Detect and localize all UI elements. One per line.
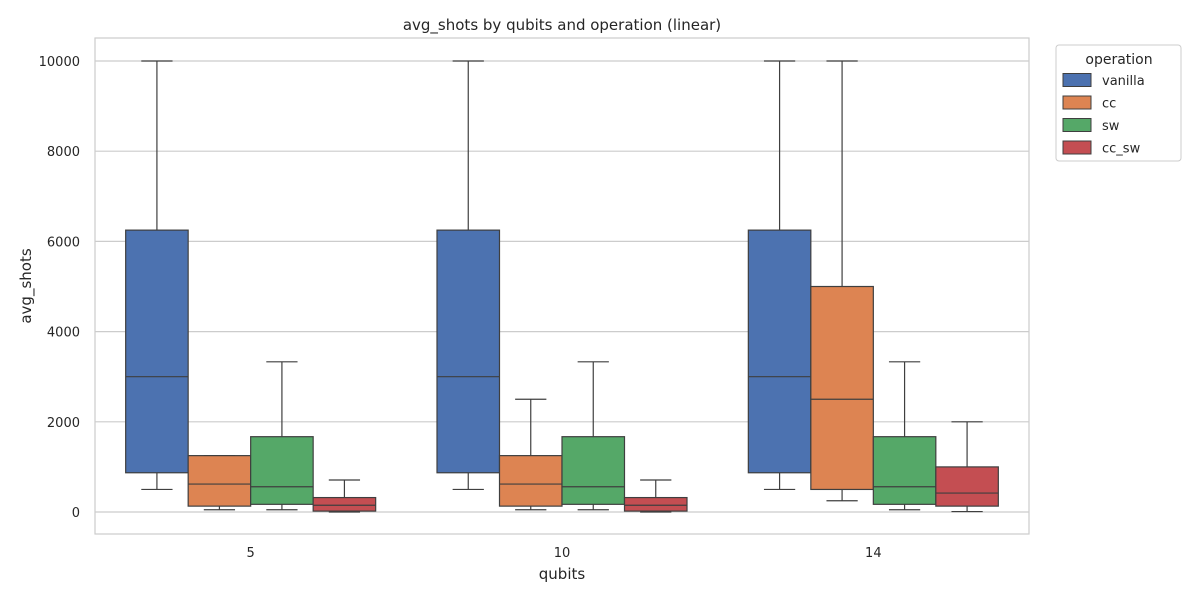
box-iqr — [125, 229, 189, 474]
box-iqr — [561, 436, 626, 505]
legend-label-cc: cc — [1102, 97, 1116, 112]
y-tick-label: 4000 — [47, 326, 80, 341]
legend-label-vanilla: vanilla — [1102, 74, 1145, 89]
x-tick-label: 5 — [247, 546, 255, 561]
box-cc-qubits-10 — [498, 398, 563, 511]
box-iqr — [872, 436, 937, 505]
box-cc-qubits-5 — [187, 455, 252, 511]
box-sw-qubits-14 — [872, 361, 937, 511]
legend-label-sw: sw — [1102, 119, 1120, 134]
legend-swatch-vanilla — [1062, 73, 1092, 87]
legend: operation vanilla cc sw cc_sw — [1055, 44, 1182, 162]
x-axis-label: qubits — [539, 565, 586, 583]
box-iqr — [312, 496, 377, 512]
y-tick-label: 8000 — [47, 145, 80, 160]
box-iqr — [623, 496, 688, 512]
box-vanilla-qubits-5 — [125, 60, 189, 491]
box-iqr — [498, 455, 563, 507]
box-sw-qubits-10 — [561, 361, 626, 511]
chart-title: avg_shots by qubits and operation (linea… — [403, 16, 721, 35]
y-tick-label: 10000 — [39, 55, 80, 70]
x-tick-label: 10 — [554, 546, 571, 561]
box-iqr — [250, 436, 314, 505]
y-tick-label: 2000 — [47, 416, 80, 431]
y-axis-label: avg_shots — [17, 248, 36, 323]
boxes — [125, 60, 999, 513]
x-tick-label: 14 — [865, 546, 882, 561]
box-iqr — [747, 229, 812, 474]
box-cc_sw-qubits-10 — [623, 479, 688, 513]
box-vanilla-qubits-14 — [747, 60, 812, 491]
legend-swatch-cc_sw — [1062, 140, 1092, 155]
plot-area-frame — [94, 37, 1030, 535]
y-tick-labels: 0 2000 4000 6000 8000 10000 — [39, 55, 80, 521]
legend-title: operation — [1085, 52, 1152, 68]
legend-swatch-cc — [1062, 95, 1092, 110]
box-sw-qubits-5 — [250, 361, 314, 511]
legend-items: vanilla cc sw cc_sw — [1062, 73, 1145, 157]
legend-label-cc_sw: cc_sw — [1102, 142, 1141, 157]
box-iqr — [810, 285, 874, 491]
box-cc_sw-qubits-14 — [935, 421, 999, 513]
gridlines — [95, 60, 1029, 513]
y-tick-label: 6000 — [47, 235, 80, 250]
y-tick-label: 0 — [72, 506, 80, 521]
box-cc_sw-qubits-5 — [312, 479, 377, 513]
box-iqr — [187, 455, 252, 507]
box-iqr — [935, 466, 999, 507]
legend-swatch-sw — [1062, 118, 1092, 132]
box-vanilla-qubits-10 — [436, 60, 501, 491]
box-iqr — [436, 229, 501, 474]
box-cc-qubits-14 — [810, 60, 874, 502]
x-tick-labels: 5 10 14 — [247, 546, 882, 561]
